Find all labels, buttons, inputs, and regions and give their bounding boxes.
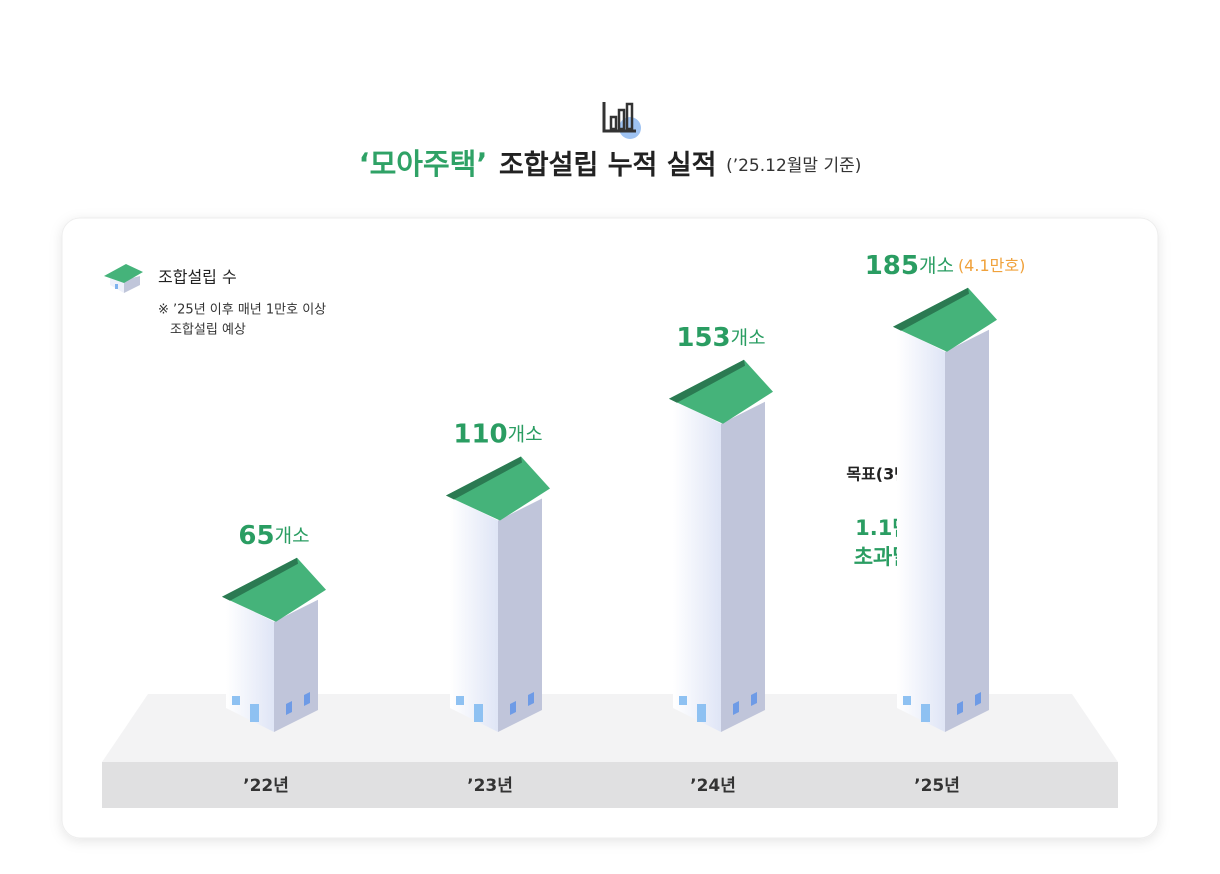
x-tick-label: ’25년: [914, 776, 960, 796]
window: [474, 704, 483, 722]
title-main: 조합설립 누적 실적: [499, 150, 717, 181]
window: [286, 701, 292, 715]
building-left: [450, 496, 498, 732]
window: [975, 692, 981, 706]
building-right: [498, 498, 542, 732]
roof-edge: [893, 287, 969, 331]
platform-front: [102, 762, 1118, 808]
title: ‘모아주택’ 조합설립 누적 실적 (’25.12월말 기준): [359, 147, 862, 181]
window: [232, 696, 240, 705]
value: 65: [238, 520, 274, 550]
building-right: [945, 329, 989, 732]
building: [446, 456, 550, 732]
value: 153: [676, 322, 730, 352]
window: [510, 701, 516, 715]
roof-edge: [446, 456, 522, 500]
value-label: 153개소: [676, 322, 765, 352]
legend-note: 조합설립 예상: [170, 323, 246, 338]
window: [456, 696, 464, 705]
unit: 개소: [508, 423, 543, 445]
value-label: 110개소: [453, 419, 542, 449]
window: [250, 704, 259, 722]
window: [903, 696, 911, 705]
window: [751, 692, 757, 706]
platform: [102, 694, 1118, 762]
roof: [893, 287, 997, 352]
window: [921, 704, 930, 722]
window: [733, 701, 739, 715]
window: [679, 696, 687, 705]
roof-edge: [669, 359, 745, 403]
title-note: (’25.12월말 기준): [726, 156, 861, 176]
x-tick-label: ’24년: [690, 776, 736, 796]
value: 185: [865, 250, 919, 280]
building: [222, 557, 326, 732]
roof: [222, 557, 326, 622]
legend-label: 조합설립 수: [158, 268, 237, 287]
value-label: 185개소 (4.1만호): [865, 250, 1026, 280]
window: [697, 704, 706, 722]
title-icon: [602, 102, 641, 139]
value-label: 65개소: [238, 520, 309, 550]
value: 110: [453, 419, 507, 449]
card: [61, 217, 1159, 839]
x-tick-label: ’22년: [243, 776, 289, 796]
window: [957, 701, 963, 715]
legend-note: ※ ’25년 이후 매년 1만호 이상: [158, 303, 326, 318]
legend-icon: [104, 264, 143, 293]
building: [893, 287, 997, 732]
building-left: [897, 327, 945, 732]
roof: [446, 456, 550, 521]
unit: 개소: [919, 254, 954, 276]
highlight: (4.1만호): [958, 255, 1025, 274]
x-tick-label: ’23년: [467, 776, 513, 796]
roof-edge: [222, 557, 298, 601]
building: [669, 359, 773, 732]
building-left: [673, 399, 721, 732]
building-right: [274, 599, 318, 732]
building-right: [721, 401, 765, 732]
title-accent: ‘모아주택’: [359, 147, 488, 181]
window: [304, 692, 310, 706]
window: [528, 692, 534, 706]
unit: 개소: [731, 326, 766, 348]
roof: [669, 359, 773, 424]
unit: 개소: [275, 524, 310, 546]
